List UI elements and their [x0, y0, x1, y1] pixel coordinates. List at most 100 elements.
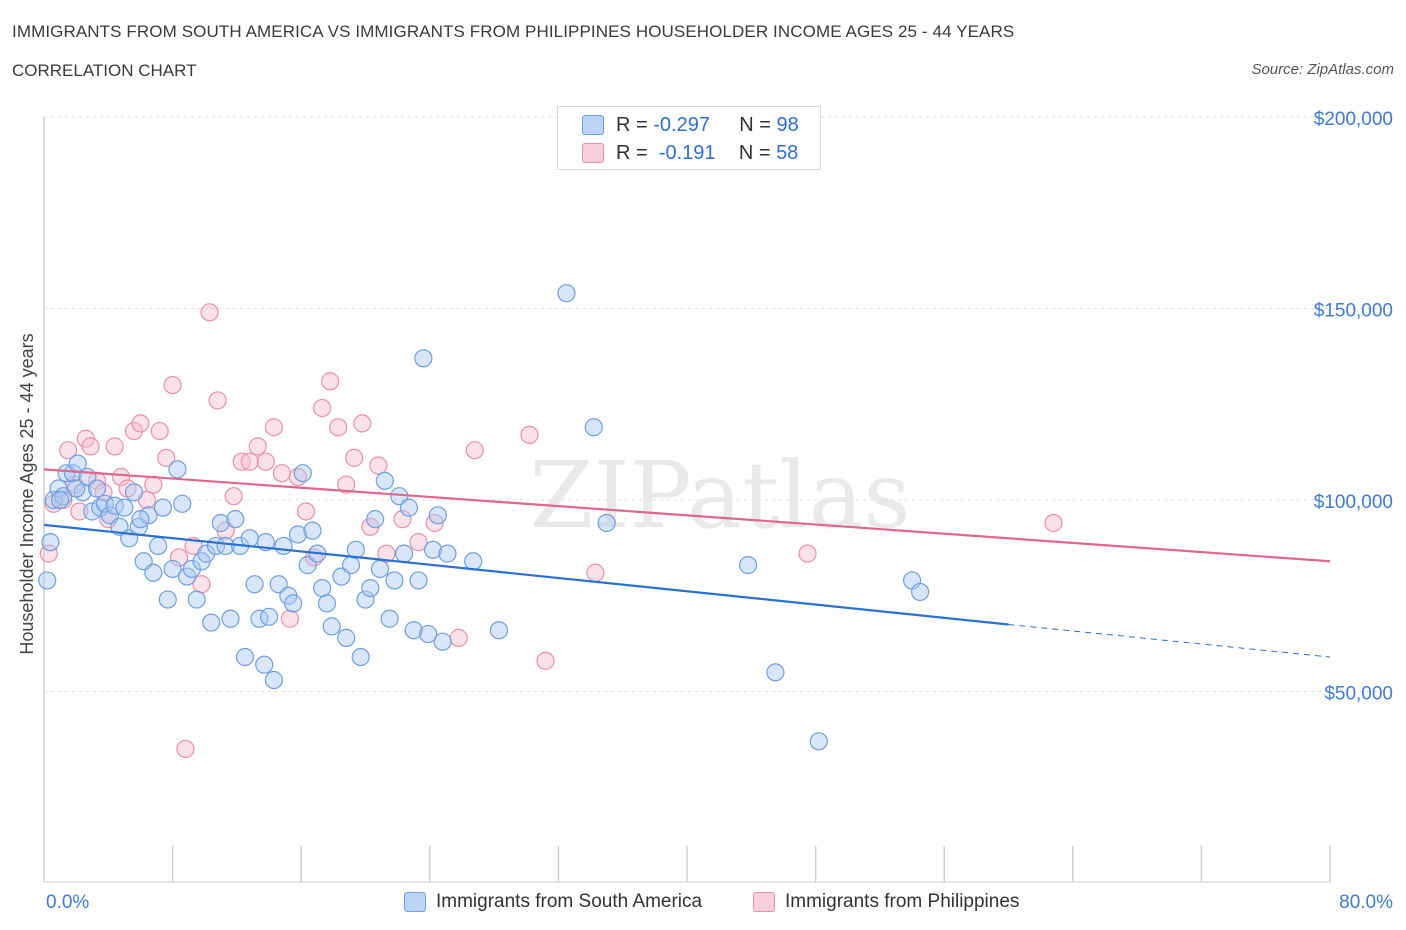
bottom-legend-label-blue: Immigrants from South America [436, 891, 703, 912]
blue-point [264, 670, 283, 690]
blue-point [317, 594, 337, 613]
blue-point [87, 479, 107, 498]
blue-point [240, 529, 259, 548]
pink-point [157, 448, 176, 467]
pink-point [200, 303, 219, 322]
blue-point [489, 621, 509, 640]
pink-point [312, 398, 332, 418]
blue-point [433, 632, 452, 651]
pink-point [369, 456, 388, 475]
x-tick-label-min: 0.0% [46, 892, 89, 913]
blue-point [124, 483, 144, 502]
blue-point [375, 471, 394, 490]
pink-point [70, 502, 89, 521]
legend-n-value-blue: 98 [776, 113, 799, 136]
blue-point [255, 655, 274, 674]
pink-point [256, 452, 275, 471]
blue-point [221, 609, 240, 628]
pink-point [329, 418, 348, 437]
y-tick-label: $200,000 [1314, 109, 1393, 130]
legend-r-value-blue: -0.297 [653, 113, 710, 136]
pink-point [321, 372, 340, 391]
bottom-legend-swatch-pink [753, 892, 775, 912]
y-tick-label: $100,000 [1314, 492, 1393, 513]
blue-point [423, 540, 443, 559]
x-tick-label-max: 80.0% [1339, 892, 1393, 913]
blue-point [738, 556, 758, 575]
blue-point [274, 536, 293, 556]
source-credit: Source: ZipAtlas.com [1251, 61, 1394, 78]
grid-lines [44, 116, 1392, 692]
blue-point [293, 464, 312, 483]
pink-point [465, 441, 484, 460]
blue-point [322, 617, 341, 636]
blue-point [173, 494, 192, 513]
pink-point [272, 464, 292, 483]
blue-point [584, 418, 603, 437]
blue-point [259, 607, 279, 626]
pink-point [150, 421, 169, 441]
pink-point [296, 502, 316, 521]
legend-row-blue: R = -0.297 N = 98 [582, 113, 799, 137]
chart-subtitle: CORRELATION CHART [12, 61, 197, 80]
blue-point [370, 559, 390, 579]
legend-swatch-pink [582, 143, 604, 163]
pink-point [105, 437, 124, 456]
blue-point [38, 571, 57, 590]
blue-point [131, 510, 150, 529]
pink-point [345, 448, 364, 467]
pink-point [39, 544, 58, 563]
blue-point [341, 556, 361, 575]
blue-point [226, 510, 245, 529]
pink-point [224, 487, 243, 506]
blue-point [149, 536, 168, 556]
y-axis-title: Householder Income Ages 25 - 44 years [17, 333, 37, 654]
legend-n-value-pink: 58 [776, 141, 799, 164]
blue-point [216, 536, 235, 556]
blue-point [144, 563, 163, 582]
blue-point [63, 464, 83, 483]
bottom-legend-blue: Immigrants from South America [404, 888, 702, 916]
blue-point [202, 613, 221, 632]
y-tick-label: $150,000 [1314, 301, 1393, 322]
bottom-legend-label-pink: Immigrants from Philippines [785, 891, 1020, 912]
blue-point [168, 460, 187, 479]
pink-point [377, 544, 396, 563]
pink-trend-line [43, 468, 1331, 563]
watermark: ZIPatlas [529, 442, 910, 549]
blue-point [361, 578, 380, 598]
legend-n-label: N = [739, 113, 771, 136]
blue-point [414, 349, 433, 368]
legend-r-label: R = [616, 113, 648, 136]
blue-point [404, 621, 423, 640]
blue-point [284, 594, 303, 613]
pink-point [798, 544, 817, 563]
axes [43, 117, 1331, 883]
blue-point [366, 510, 385, 529]
pink-point [353, 414, 372, 433]
pink-point [208, 391, 227, 410]
bottom-legend-swatch-blue [404, 892, 426, 912]
x-tick-labels: 0.0% 80.0% [46, 892, 1393, 913]
correlation-legend: R = -0.297 N = 98 R = -0.191 N = 58 [557, 106, 821, 170]
pink-point [264, 418, 283, 437]
bottom-legend-pink: Immigrants from Philippines [753, 888, 1019, 916]
legend-row-pink: R = -0.191 N = 58 [582, 141, 798, 165]
pink-point [176, 739, 195, 759]
y-tick-label: $50,000 [1324, 684, 1393, 705]
pink-point [409, 533, 428, 552]
pink-point [248, 437, 267, 456]
legend-r-value-pink: -0.191 [658, 141, 716, 164]
blue-point [303, 521, 322, 540]
blue-point [163, 559, 182, 579]
blue-point [409, 571, 428, 590]
blue-point [809, 732, 828, 751]
blue-point [115, 498, 134, 517]
pink-point [393, 510, 412, 529]
pink-point [520, 425, 539, 444]
blue-point [337, 628, 356, 647]
blue-point [67, 479, 86, 498]
legend-n-label: N = [738, 141, 771, 164]
blue-point [211, 513, 230, 533]
blue-point [346, 540, 365, 559]
